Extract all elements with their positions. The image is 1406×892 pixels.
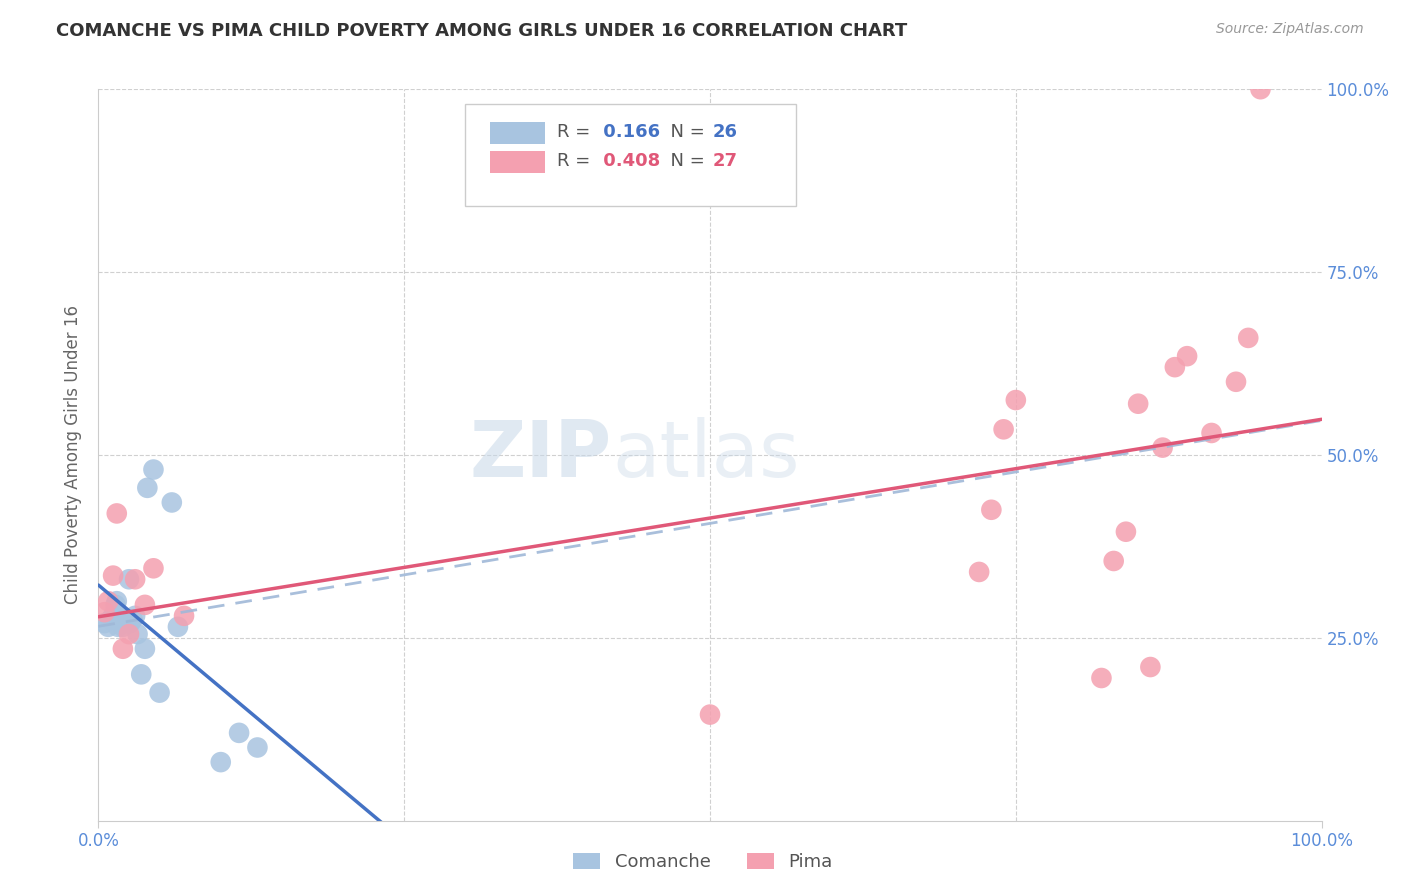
Y-axis label: Child Poverty Among Girls Under 16: Child Poverty Among Girls Under 16 <box>65 305 83 605</box>
Point <box>127 627 149 641</box>
Point <box>1237 331 1260 345</box>
Point <box>124 572 146 586</box>
Point <box>111 620 134 634</box>
Point <box>699 707 721 722</box>
Point <box>1004 393 1026 408</box>
Point <box>1139 660 1161 674</box>
Point <box>1102 554 1125 568</box>
Text: N =: N = <box>658 122 710 141</box>
Point <box>105 507 128 521</box>
Point <box>246 740 269 755</box>
Point <box>97 620 120 634</box>
Text: 26: 26 <box>713 122 738 141</box>
FancyBboxPatch shape <box>489 152 546 173</box>
Point <box>167 620 190 634</box>
Point <box>209 755 232 769</box>
Point <box>160 495 183 509</box>
Point <box>173 608 195 623</box>
Text: N =: N = <box>658 152 710 169</box>
Text: R =: R = <box>557 152 596 169</box>
Point <box>117 613 139 627</box>
Point <box>107 620 129 634</box>
Point <box>1175 349 1198 363</box>
Point <box>142 561 165 575</box>
Point <box>97 594 120 608</box>
Point <box>105 594 128 608</box>
Point <box>129 667 152 681</box>
Text: ZIP: ZIP <box>470 417 612 493</box>
Point <box>93 616 115 631</box>
Point <box>134 598 156 612</box>
Point <box>1164 360 1187 375</box>
Text: 27: 27 <box>713 152 738 169</box>
Point <box>118 627 141 641</box>
Point <box>111 641 134 656</box>
Point <box>1115 524 1137 539</box>
FancyBboxPatch shape <box>489 122 546 145</box>
Point <box>120 616 142 631</box>
Point <box>993 422 1015 436</box>
Point <box>1128 397 1150 411</box>
Point <box>100 613 122 627</box>
Point <box>1249 82 1271 96</box>
Text: atlas: atlas <box>612 417 800 493</box>
Point <box>101 608 124 623</box>
Point <box>121 613 143 627</box>
Point <box>93 605 115 619</box>
Point <box>1090 671 1112 685</box>
Text: R =: R = <box>557 122 596 141</box>
Point <box>118 572 141 586</box>
Text: COMANCHE VS PIMA CHILD POVERTY AMONG GIRLS UNDER 16 CORRELATION CHART: COMANCHE VS PIMA CHILD POVERTY AMONG GIR… <box>56 22 907 40</box>
Point <box>114 616 136 631</box>
Point <box>967 565 990 579</box>
Point <box>134 641 156 656</box>
Text: 0.166: 0.166 <box>598 122 661 141</box>
Point <box>149 686 172 700</box>
Text: 0.408: 0.408 <box>598 152 661 169</box>
Legend: Comanche, Pima: Comanche, Pima <box>567 846 839 879</box>
Point <box>142 462 165 476</box>
Point <box>980 503 1002 517</box>
Point <box>124 608 146 623</box>
FancyBboxPatch shape <box>465 103 796 206</box>
Text: Source: ZipAtlas.com: Source: ZipAtlas.com <box>1216 22 1364 37</box>
Point <box>101 568 124 582</box>
Point <box>1225 375 1247 389</box>
Point <box>104 598 127 612</box>
Point <box>228 726 250 740</box>
Point <box>110 608 132 623</box>
Point <box>1152 441 1174 455</box>
Point <box>1201 425 1223 440</box>
Point <box>136 481 159 495</box>
